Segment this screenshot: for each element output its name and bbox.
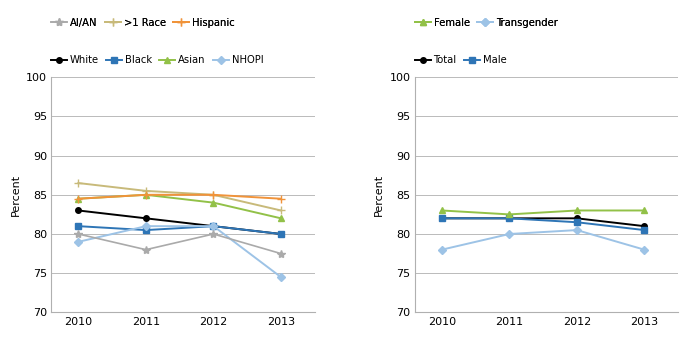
Y-axis label: Percent: Percent (374, 174, 384, 216)
Y-axis label: Percent: Percent (11, 174, 21, 216)
Legend: AI/AN, >1 Race, Hispanic: AI/AN, >1 Race, Hispanic (51, 18, 234, 27)
Legend: Female, Transgender: Female, Transgender (414, 18, 558, 27)
